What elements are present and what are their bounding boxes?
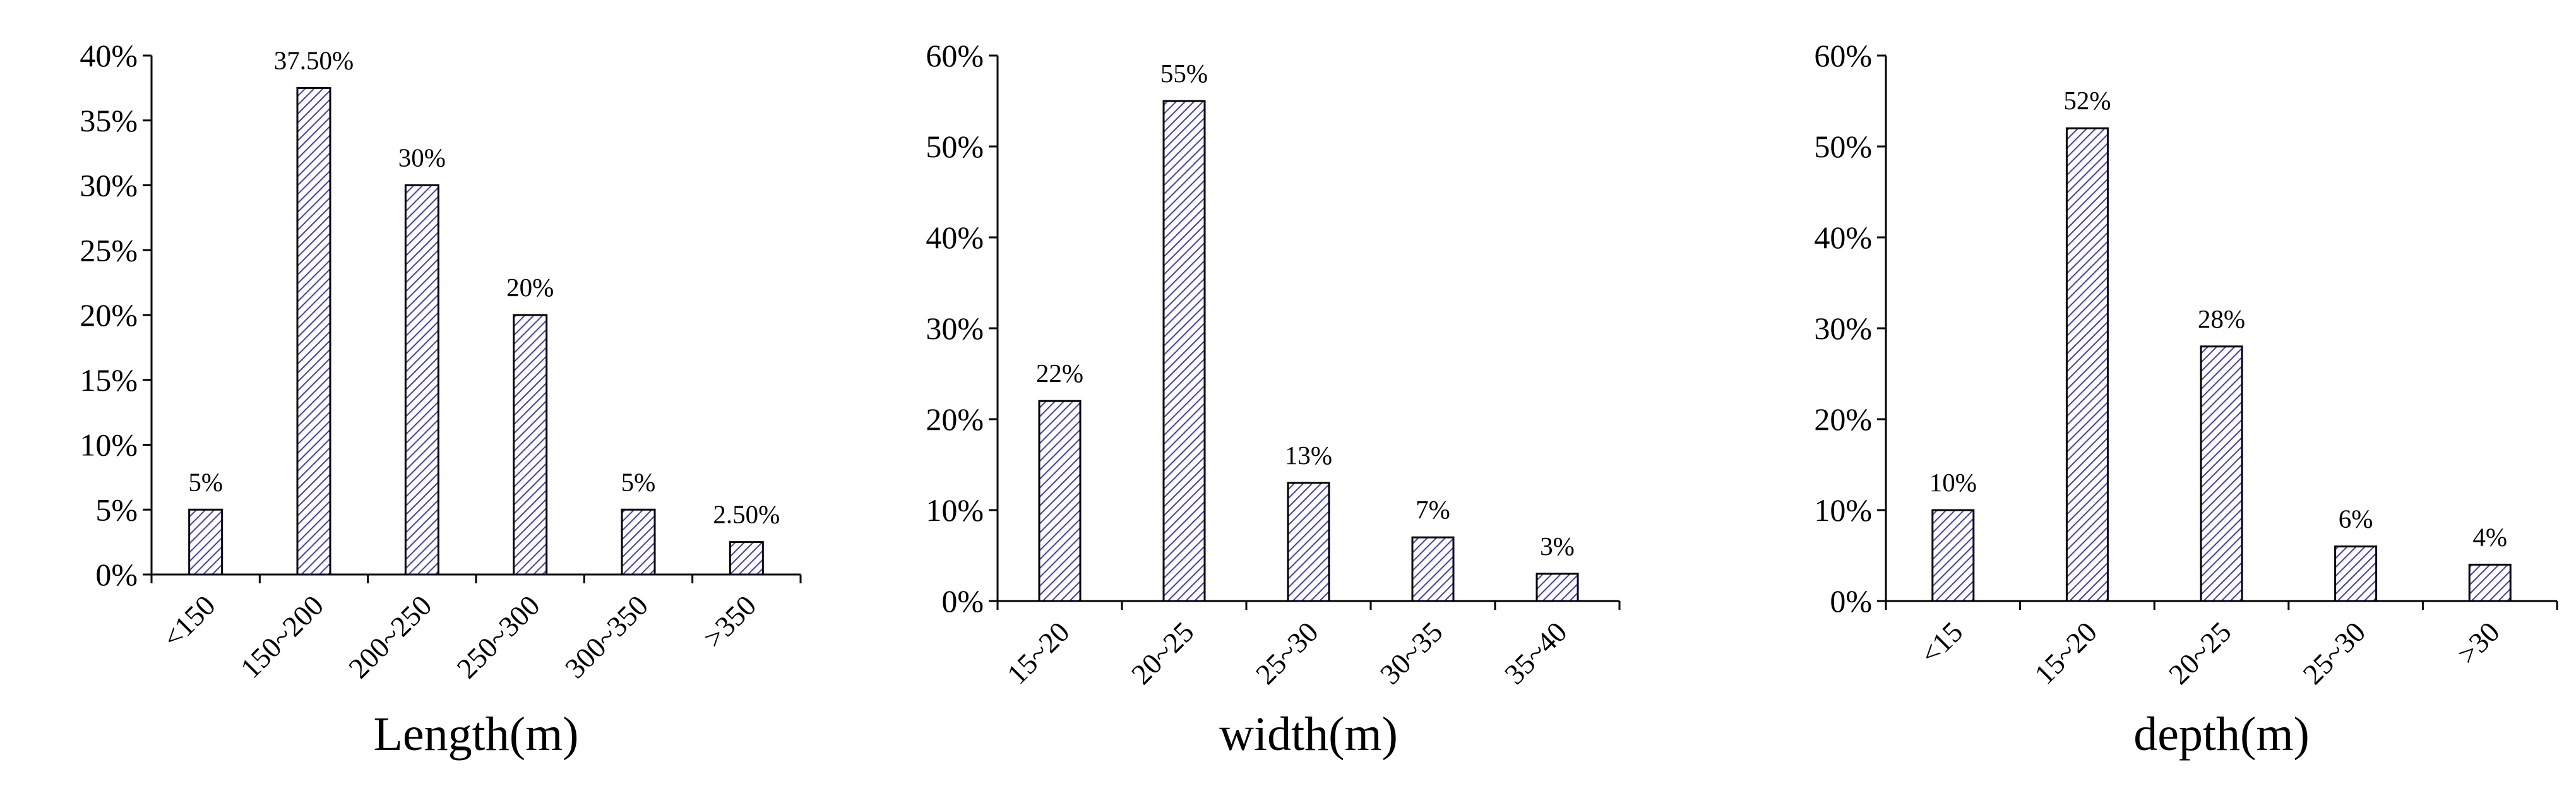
x-tick-label: 30~35 (1374, 616, 1449, 691)
y-tick-label: 15% (80, 362, 138, 398)
y-tick-label: 40% (80, 38, 138, 73)
data-label: 37.50% (274, 45, 354, 74)
bar (513, 314, 548, 576)
bar (1038, 400, 1082, 602)
y-tick-label: 30% (80, 168, 138, 203)
y-tick-label: 50% (926, 129, 984, 164)
bar (1535, 573, 1579, 602)
x-tick-label: 15~20 (2028, 616, 2103, 691)
bar (621, 508, 656, 576)
y-tick-label: 50% (1814, 129, 1872, 164)
x-tick-label: 25~30 (2296, 616, 2371, 691)
bar (2334, 545, 2378, 602)
y-tick-label: 10% (1814, 492, 1872, 528)
data-label: 2.50% (713, 500, 780, 529)
y-tick-label: 0% (1830, 583, 1872, 619)
x-axis-title: width(m) (1219, 708, 1398, 761)
data-label: 4% (2472, 522, 2507, 551)
bar (2468, 563, 2512, 602)
data-label: 55% (1160, 59, 1208, 88)
data-label: 28% (2198, 304, 2245, 333)
x-tick-label: 20~25 (2162, 616, 2238, 691)
bar (1931, 509, 1975, 602)
y-tick-label: 40% (926, 220, 984, 255)
y-tick-label: 25% (80, 232, 138, 268)
x-tick-label: <15 (1914, 616, 1969, 670)
length-chart: 0% 5% 10% 15% 20% 25% 30% 35% 40% 5% <150 37.50% 150… (80, 38, 802, 761)
data-label: 52% (2063, 86, 2111, 115)
x-axis-title: depth(m) (2133, 708, 2310, 761)
y-tick-label: 60% (1814, 38, 1872, 73)
data-label: 5% (621, 467, 656, 496)
y-tick-label: 20% (80, 297, 138, 333)
data-label: 6% (2339, 504, 2373, 533)
x-tick-label: >30 (2451, 616, 2506, 670)
bar (1287, 482, 1330, 602)
y-tick-label: 10% (80, 427, 138, 463)
y-tick-label: 20% (926, 402, 984, 437)
bar (188, 508, 224, 576)
x-tick-label: 20~25 (1125, 616, 1200, 691)
y-tick-label: 30% (926, 311, 984, 346)
data-label: 5% (188, 467, 223, 496)
data-label: 10% (1929, 468, 1977, 497)
x-tick-label: <150 (157, 589, 222, 654)
data-label: 13% (1285, 441, 1332, 470)
x-tick-label: 35~40 (1498, 616, 1573, 691)
y-tick-label: 35% (80, 103, 138, 138)
data-label: 30% (398, 143, 446, 172)
y-tick-label: 20% (1814, 402, 1872, 437)
y-tick-label: 0% (95, 557, 138, 592)
x-tick-label: 200~250 (342, 589, 438, 684)
bar (2200, 345, 2243, 602)
bar (729, 541, 764, 576)
y-tick-label: 30% (1814, 311, 1872, 346)
bar (1411, 536, 1455, 602)
bar (2065, 127, 2109, 602)
x-tick-label: 25~30 (1249, 616, 1325, 691)
y-tick-label: 10% (926, 492, 984, 528)
data-label: 22% (1036, 359, 1083, 388)
width-chart: 0% 10% 20% 30% 40% 50% 60% 22% 15~20 55% 20~25 13% 2… (926, 38, 1621, 761)
depth-chart: 0% 10% 20% 30% 40% 50% 60% 10% <15 52% 15~20 28% 20~… (1814, 38, 2558, 761)
x-tick-label: >350 (697, 589, 762, 654)
bar (296, 86, 331, 576)
data-label: 20% (506, 273, 554, 302)
x-tick-label: 150~200 (234, 589, 330, 684)
y-tick-label: 40% (1814, 220, 1872, 255)
data-label: 7% (1416, 495, 1450, 524)
y-tick-label: 60% (926, 38, 984, 73)
x-axis-title: Length(m) (373, 708, 578, 761)
bar (1162, 100, 1206, 602)
data-label: 3% (1540, 532, 1575, 561)
y-tick-label: 5% (95, 492, 138, 527)
x-tick-label: 15~20 (1001, 616, 1076, 691)
bar (404, 184, 439, 576)
x-tick-label: 250~300 (450, 589, 546, 684)
x-tick-label: 300~350 (559, 589, 654, 684)
y-tick-label: 0% (941, 583, 984, 619)
